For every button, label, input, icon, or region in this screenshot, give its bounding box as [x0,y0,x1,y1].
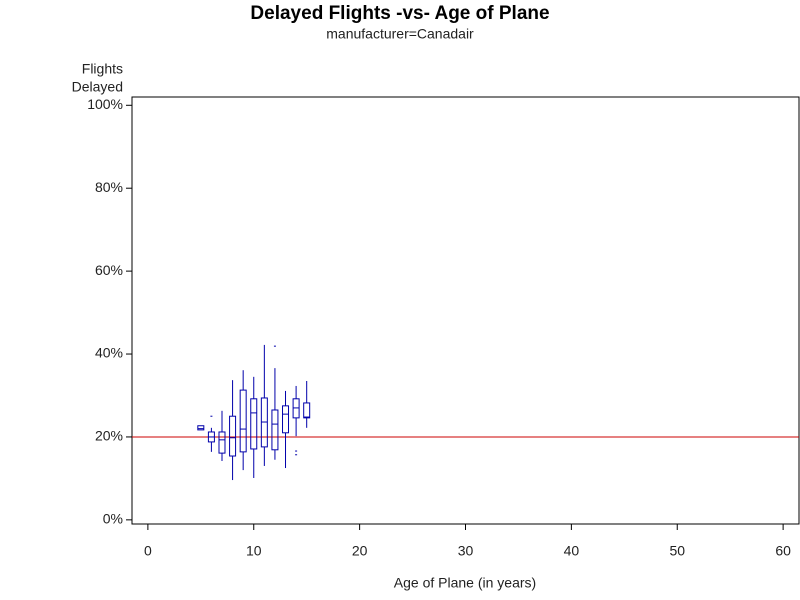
outlier [273,345,276,347]
y-tick-label: 40% [95,345,123,361]
box [229,415,237,457]
chart-title: Delayed Flights -vs- Age of Plane [250,3,549,24]
box [239,389,247,453]
y-axis-label: Delayed [72,79,123,95]
box [303,402,311,419]
box [250,398,258,450]
y-axis-label: Flights [82,61,123,77]
y-tick-label: 20% [95,428,123,444]
box [282,405,290,434]
box [271,409,279,451]
plot-frame [131,96,800,525]
outlier [295,450,298,452]
y-tick-label: 80% [95,179,123,195]
outlier [210,415,213,417]
x-tick-label: 60 [775,543,791,559]
x-tick-label: 0 [144,543,152,559]
box [197,425,205,431]
y-tick-label: 0% [103,511,123,527]
x-axis-label: Age of Plane (in years) [394,575,536,591]
chart-subtitle: manufacturer=Canadair [326,26,474,42]
x-tick-label: 10 [246,543,262,559]
x-tick-label: 50 [669,543,685,559]
x-tick-label: 40 [564,543,580,559]
outlier [295,454,298,456]
x-tick-label: 20 [352,543,368,559]
x-tick-label: 30 [458,543,474,559]
y-tick-label: 100% [87,96,123,112]
box [218,431,226,454]
y-tick-label: 60% [95,262,123,278]
